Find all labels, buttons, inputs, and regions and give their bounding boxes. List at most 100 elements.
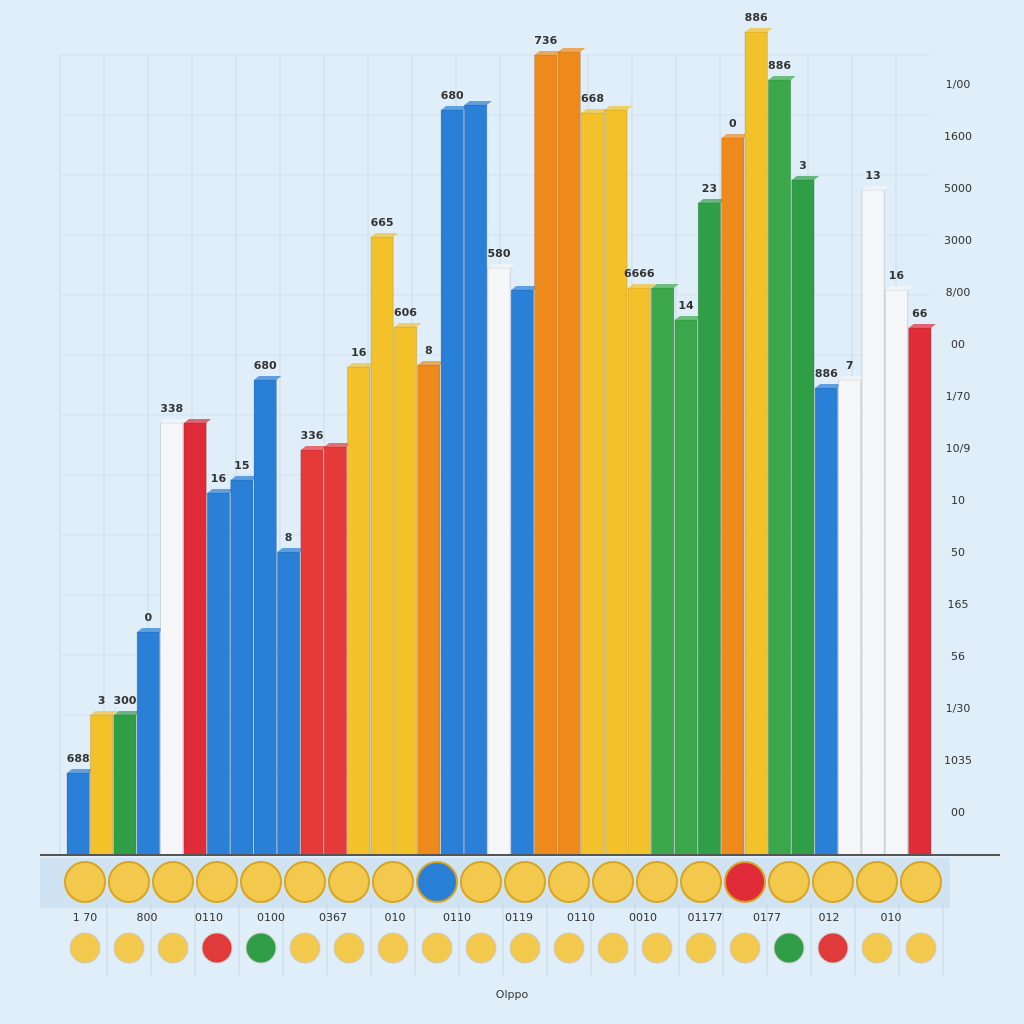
coin xyxy=(328,861,370,903)
bar-label: 665 xyxy=(371,216,394,229)
bar xyxy=(557,51,581,856)
coin xyxy=(724,861,766,903)
bar xyxy=(440,109,464,856)
coin-label: 0119 xyxy=(505,911,533,924)
coin xyxy=(636,861,678,903)
bar-label: 736 xyxy=(534,34,557,47)
axis-label: 50 xyxy=(951,546,965,559)
bar xyxy=(393,326,418,856)
coin xyxy=(812,861,854,903)
bar-top xyxy=(581,109,609,113)
bar xyxy=(370,236,394,856)
axis-label: 00 xyxy=(951,338,965,351)
coin-label: 0100 xyxy=(257,911,285,924)
badge xyxy=(817,932,849,964)
coin xyxy=(416,861,458,903)
axis-label: 00 xyxy=(951,806,965,819)
coin xyxy=(548,861,590,903)
bar xyxy=(510,289,535,856)
bar-label: 886 xyxy=(815,367,838,380)
coin xyxy=(240,861,282,903)
bar-top xyxy=(651,284,679,288)
bar xyxy=(650,287,675,856)
bar-top xyxy=(768,76,796,80)
bar-top xyxy=(417,361,446,365)
axis-label: 10/9 xyxy=(946,442,971,455)
bar-top xyxy=(207,489,235,493)
bar-label: 8 xyxy=(425,344,433,357)
coin xyxy=(460,861,502,903)
bar-top xyxy=(744,28,773,32)
coin xyxy=(592,861,634,903)
coin xyxy=(152,861,194,903)
bar-top xyxy=(674,316,703,320)
badge xyxy=(729,932,761,964)
bar-top xyxy=(183,419,212,423)
bar xyxy=(861,189,885,856)
coin-label: 0177 xyxy=(753,911,781,924)
bar-top xyxy=(908,324,936,328)
bar-top xyxy=(90,711,118,715)
coin xyxy=(64,861,106,903)
bar-top xyxy=(137,628,165,632)
axis-label: 8/00 xyxy=(946,286,971,299)
bar-top xyxy=(721,134,749,138)
badge xyxy=(201,932,233,964)
bar-top xyxy=(300,446,329,450)
bar-top xyxy=(441,106,469,110)
axis-label: 56 xyxy=(951,650,965,663)
bar xyxy=(300,449,324,856)
badge xyxy=(553,932,585,964)
bar-label: 580 xyxy=(488,247,511,260)
axis-label: 1600 xyxy=(944,130,972,143)
coin-label: 0010 xyxy=(629,911,657,924)
bar-top xyxy=(113,711,142,715)
bar xyxy=(791,179,815,856)
coin-label: 0110 xyxy=(443,911,471,924)
bar-top xyxy=(394,323,422,327)
badge xyxy=(421,932,453,964)
bar-label: 16 xyxy=(889,269,905,282)
coin-label: 1 70 xyxy=(73,911,98,924)
coin-label: 0110 xyxy=(195,911,223,924)
coin xyxy=(856,861,898,903)
bar-top xyxy=(370,233,399,237)
coin-label: 01177 xyxy=(688,911,723,924)
coin-label: 010 xyxy=(881,911,902,924)
bar-top xyxy=(254,376,282,380)
bar xyxy=(884,289,909,856)
bar-label: 606 xyxy=(394,306,417,319)
bar-top xyxy=(487,264,516,268)
bar-label: 0 xyxy=(729,117,737,130)
bar xyxy=(767,79,792,856)
bar-label: 13 xyxy=(865,169,880,182)
coin xyxy=(504,861,546,903)
bar-label: 3 xyxy=(799,159,807,172)
bar-top xyxy=(511,286,539,290)
badge xyxy=(773,932,805,964)
axis-label: 5000 xyxy=(944,182,972,195)
badge xyxy=(245,932,277,964)
bar-label: 338 xyxy=(160,402,183,415)
bar-label: 886 xyxy=(745,11,768,24)
bar xyxy=(463,104,488,856)
coin-label: 0110 xyxy=(567,911,595,924)
bar-top xyxy=(791,176,820,180)
bar-label: 688 xyxy=(67,752,90,765)
bar xyxy=(534,54,558,856)
axis-label: 10 xyxy=(951,494,965,507)
bar xyxy=(814,387,838,856)
axis-label: 1/00 xyxy=(946,78,971,91)
bar-top xyxy=(324,443,352,447)
bar xyxy=(183,422,207,856)
badge xyxy=(641,932,673,964)
bar xyxy=(160,422,184,856)
coin xyxy=(372,861,414,903)
bar-label: 6666 xyxy=(624,267,655,280)
badge xyxy=(333,932,365,964)
bar-top xyxy=(67,769,95,773)
bar xyxy=(113,714,137,856)
coin xyxy=(768,861,810,903)
bar-top xyxy=(347,363,375,367)
